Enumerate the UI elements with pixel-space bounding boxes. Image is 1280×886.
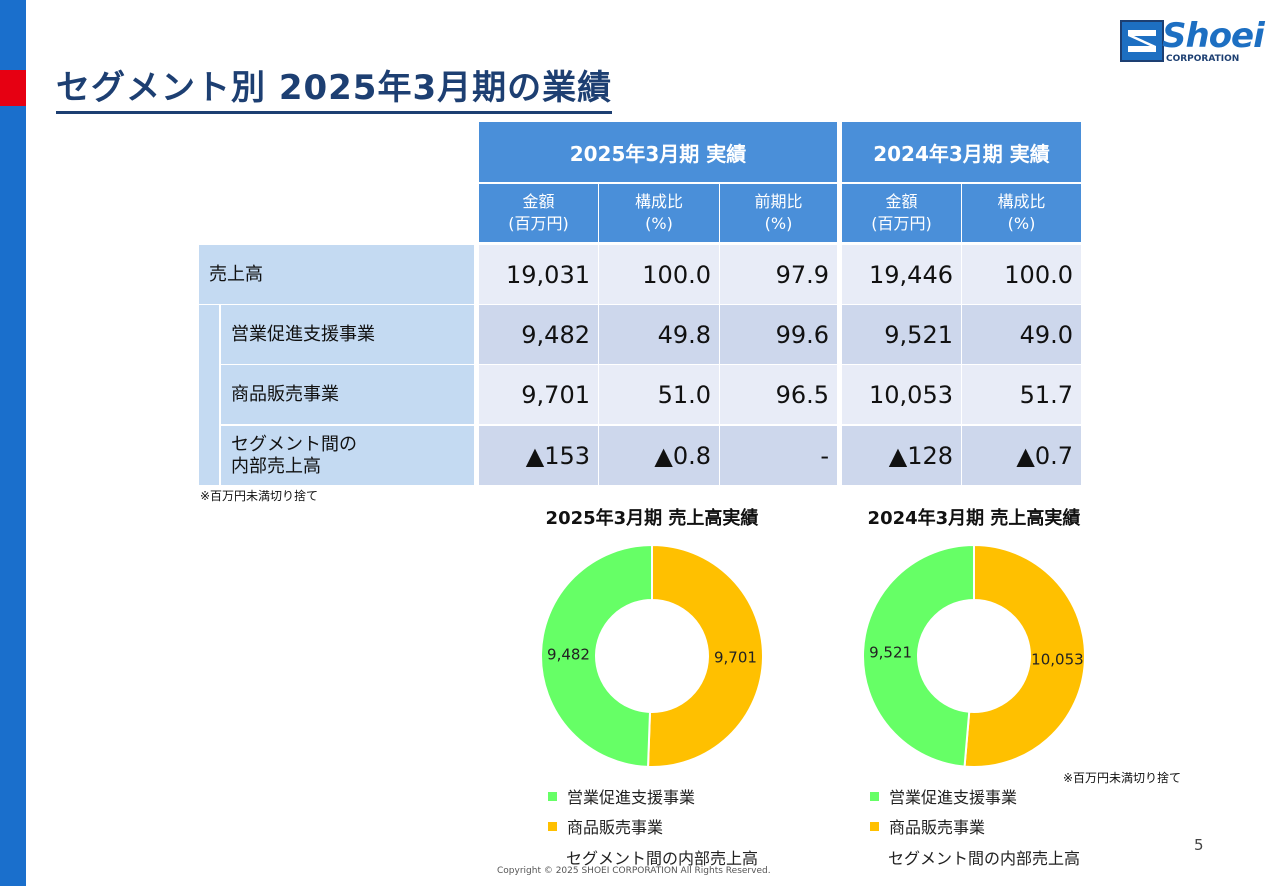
company-logo: Shoei CORPORATION	[1120, 16, 1265, 66]
legend-swatch-icon	[870, 821, 879, 831]
table-cell: 51.7	[962, 365, 1081, 424]
legend-label: 商品販売事業	[889, 818, 986, 837]
legend-label: セグメント間の内部売上高	[566, 849, 759, 868]
table-cell: 51.0	[599, 365, 719, 424]
donut-slice	[963, 543, 1086, 768]
copyright-text: Copyright © 2025 SHOEI CORPORATION All R…	[497, 866, 771, 876]
logo-mark-icon	[1120, 20, 1164, 62]
legend-entry: セグメント間の内部売上高	[888, 845, 1080, 869]
side-accent-marker	[0, 70, 26, 106]
row-label-indent	[199, 305, 219, 485]
table-cell: 10,053	[842, 365, 961, 424]
table-group-header-2024: 2024年3月期 実績	[842, 122, 1081, 182]
legend-swatch-icon	[870, 791, 879, 801]
table-cell: 100.0	[599, 245, 719, 304]
table-cell: 19,031	[479, 245, 598, 304]
table-cell: 9,521	[842, 305, 961, 364]
table-cell: 99.6	[720, 305, 837, 364]
legend-entry: 商品販売事業	[870, 814, 985, 838]
chart-title-2025: 2025年3月期 売上高実績	[545, 508, 759, 529]
table-cell: 9,701	[479, 365, 598, 424]
row-label-segment: セグメント間の 内部売上高	[221, 426, 474, 485]
legend-label: 商品販売事業	[567, 818, 664, 837]
legend-entry: セグメント間の内部売上高	[566, 845, 758, 869]
donut-chart-2024: 10,053 9,521	[861, 543, 1086, 768]
logo-word: Shoei	[1162, 16, 1265, 56]
table-column-header: 金額 (百万円)	[479, 184, 598, 242]
table-cell: 96.5	[720, 365, 837, 424]
table-group-header-2025: 2025年3月期 実績	[479, 122, 837, 182]
legend-swatch-icon	[548, 791, 557, 801]
table-cell: ▲0.7	[962, 426, 1081, 485]
table-cell: 49.8	[599, 305, 719, 364]
table-column-header: 前期比 (%)	[720, 184, 837, 242]
table-column-header: 構成比 (%)	[599, 184, 719, 242]
table-cell: 49.0	[962, 305, 1081, 364]
table-cell: 19,446	[842, 245, 961, 304]
row-label-total: 売上高	[199, 245, 474, 304]
legend-label: 営業促進支援事業	[889, 788, 1018, 807]
logo-subtext: CORPORATION	[1166, 54, 1240, 64]
chart-title-2024: 2024年3月期 売上高実績	[867, 508, 1081, 529]
table-footnote: ※百万円未満切り捨て	[200, 489, 319, 503]
table-column-header: 金額 (百万円)	[842, 184, 961, 242]
donut-chart-2025: 9,701 9,482	[540, 543, 764, 768]
donut-slice	[646, 543, 764, 768]
legend-label: セグメント間の内部売上高	[888, 849, 1081, 868]
chart-footnote: ※百万円未満切り捨て	[1063, 771, 1182, 785]
donut-slice	[540, 543, 653, 768]
legend-entry: 商品販売事業	[548, 814, 663, 838]
table-cell: -	[720, 426, 837, 485]
table-cell: ▲128	[842, 426, 961, 485]
page-number: 5	[1194, 836, 1204, 854]
side-accent-bar	[0, 0, 26, 886]
donut-data-label: 10,053	[1031, 651, 1084, 669]
table-cell: ▲153	[479, 426, 598, 485]
row-label-segment: 営業促進支援事業	[221, 305, 474, 364]
table-cell: 100.0	[962, 245, 1081, 304]
table-cell: ▲0.8	[599, 426, 719, 485]
table-cell: 9,482	[479, 305, 598, 364]
legend-swatch-icon	[548, 821, 557, 831]
legend-entry: 営業促進支援事業	[870, 784, 1017, 808]
donut-data-label: 9,482	[547, 646, 590, 664]
donut-slice	[861, 543, 975, 768]
row-label-segment: 商品販売事業	[221, 365, 474, 424]
table-column-header: 構成比 (%)	[962, 184, 1081, 242]
table-cell: 97.9	[720, 245, 837, 304]
page-title: セグメント別 2025年3月期の業績	[56, 60, 613, 114]
legend-entry: 営業促進支援事業	[548, 784, 695, 808]
donut-data-label: 9,701	[714, 648, 757, 666]
donut-data-label: 9,521	[869, 643, 912, 661]
legend-label: 営業促進支援事業	[567, 788, 696, 807]
